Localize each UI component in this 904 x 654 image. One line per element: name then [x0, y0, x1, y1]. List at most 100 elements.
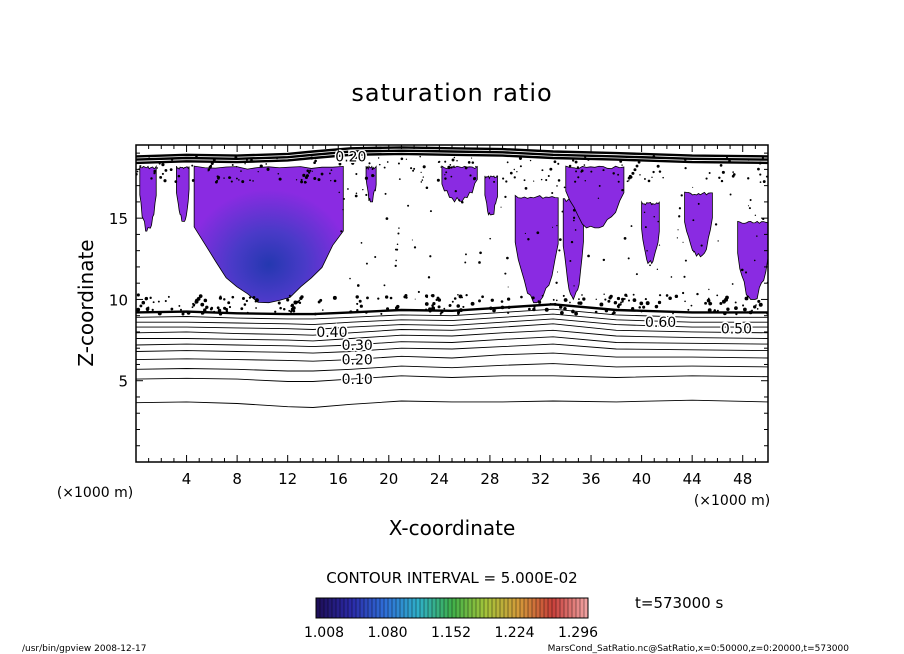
contour-speck — [478, 299, 481, 303]
contour-speck — [575, 170, 578, 173]
footer-right: MarsCond_SatRatio.nc@SatRatio,x=0:50000,… — [548, 644, 850, 654]
contour-speck — [603, 293, 605, 295]
contour-speck — [723, 311, 727, 316]
contour-speck — [500, 300, 504, 303]
contour-speck — [278, 177, 282, 181]
contour-speck — [429, 210, 432, 213]
contour-speck — [644, 298, 647, 301]
contour-speck — [234, 155, 238, 159]
colorbar-swatch — [560, 598, 565, 618]
contour-speck — [753, 305, 757, 309]
contour-speck — [748, 159, 750, 161]
contour-speck — [621, 300, 624, 303]
contour-speck — [623, 237, 627, 240]
contour-speck — [447, 165, 451, 169]
contour-speck — [300, 180, 304, 184]
contour-speck — [749, 199, 752, 202]
contour-speck — [241, 180, 245, 184]
colorbar-swatch — [464, 598, 469, 618]
contour-speck — [678, 160, 681, 163]
contour-speck — [493, 180, 496, 183]
contour-speck — [708, 301, 712, 306]
colorbar-swatch — [512, 598, 517, 618]
colorbar-swatch — [388, 598, 393, 618]
supersaturated-region — [737, 220, 768, 300]
contour-speck — [734, 301, 737, 304]
contour-speck — [457, 293, 459, 296]
contour-speck — [602, 258, 606, 262]
contour-speck — [557, 162, 560, 165]
contour-speck — [384, 192, 387, 195]
contour-speck — [751, 309, 753, 312]
contour-speck — [470, 301, 475, 306]
contour-speck — [657, 300, 662, 305]
contour-speck — [356, 302, 359, 305]
contour-speck — [541, 294, 544, 297]
contour-speck — [139, 304, 143, 308]
colorbar-swatch — [444, 598, 449, 618]
contour-speck — [139, 165, 142, 167]
contour-speck — [757, 299, 761, 303]
contour-speck — [210, 306, 214, 310]
contour-speck — [329, 172, 331, 175]
colorbar-swatch — [372, 598, 377, 618]
contour-speck — [726, 156, 729, 159]
contour-speck — [473, 177, 477, 181]
contour-speck — [657, 220, 660, 223]
contour-speck — [743, 307, 747, 312]
contour-speck — [574, 229, 577, 231]
contour-speck — [419, 155, 421, 158]
contour-speck — [405, 296, 408, 299]
contour-speck — [721, 170, 725, 174]
contour-speck — [678, 215, 681, 218]
contour-speck — [428, 309, 432, 313]
contour-speck — [759, 181, 762, 184]
colorbar-swatch — [492, 598, 497, 618]
contour-speck — [627, 257, 630, 260]
contour-speck — [179, 308, 182, 311]
contour-speck — [198, 294, 203, 298]
contour-speck — [693, 251, 695, 253]
contour-speck — [456, 160, 458, 162]
contour-speck — [306, 169, 310, 173]
contour-speck — [519, 165, 522, 168]
contour-speck — [748, 207, 751, 210]
contour-speck — [252, 295, 256, 299]
contour-speck — [374, 255, 377, 258]
colorbar-swatch — [332, 598, 337, 618]
contour-speck — [368, 162, 371, 165]
colorbar-swatch — [428, 598, 433, 618]
contour-speck — [161, 163, 165, 167]
contour-speck — [533, 305, 536, 308]
contour-speck — [678, 207, 682, 210]
supersaturated-region — [565, 165, 625, 229]
contour-speck — [365, 311, 368, 314]
contour-speck — [316, 156, 319, 159]
contour-speck — [475, 165, 477, 168]
contour-speck — [516, 171, 518, 173]
contour-speck — [647, 179, 651, 183]
contour-speck — [356, 309, 359, 312]
contour-speck — [756, 308, 759, 310]
contour-line — [136, 308, 768, 320]
contour-speck — [288, 294, 291, 297]
contour-speck — [551, 226, 554, 228]
contour-speck — [549, 302, 552, 305]
colorbar — [315, 597, 589, 619]
contour-speck — [668, 296, 672, 301]
contour-speck — [632, 298, 637, 302]
contour-speck — [621, 297, 625, 301]
contour-line — [136, 149, 768, 161]
contour-speck — [349, 277, 351, 280]
contour-speck — [639, 174, 641, 176]
contour-speck — [559, 305, 563, 309]
contour-speck — [314, 312, 317, 316]
contour-speck — [191, 164, 194, 167]
y-tick-label: 10 — [109, 291, 128, 309]
contour-speck — [654, 304, 659, 309]
contour-speck — [587, 158, 590, 161]
contour-speck — [241, 297, 245, 301]
x-tick-label: 20 — [379, 470, 398, 488]
contour-speck — [746, 295, 749, 298]
x-tick-label: 16 — [329, 470, 348, 488]
